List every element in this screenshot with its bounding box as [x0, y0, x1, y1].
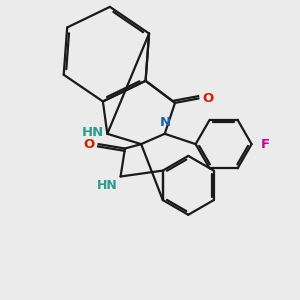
Text: O: O [84, 138, 95, 151]
Text: HN: HN [97, 179, 118, 192]
Text: HN: HN [82, 126, 104, 139]
Text: N: N [160, 116, 171, 128]
Text: F: F [260, 138, 269, 151]
Text: O: O [202, 92, 213, 105]
